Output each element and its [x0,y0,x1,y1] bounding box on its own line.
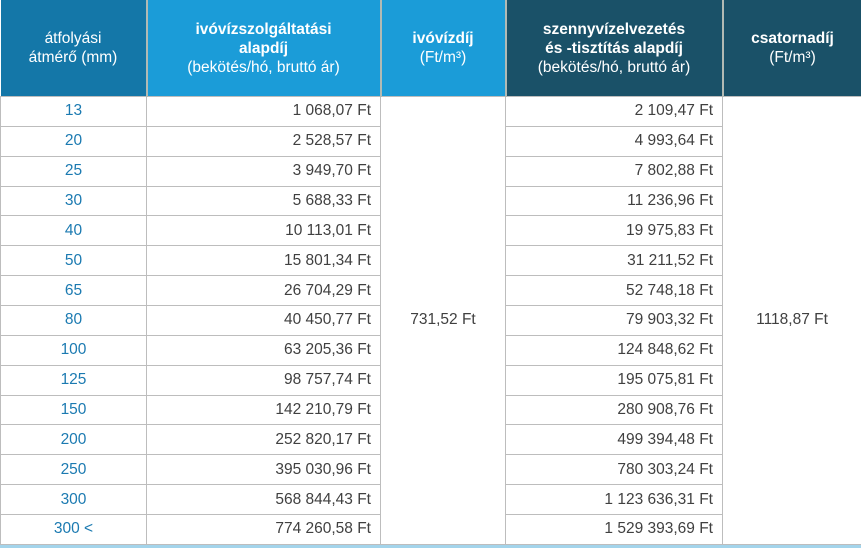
diameter-cell: 40 [1,216,147,246]
sewer-fee-cell: 780 303,24 Ft [506,455,723,485]
sewer-fee-cell: 11 236,96 Ft [506,186,723,216]
header-diameter-line1: átfolyási [5,29,142,48]
diameter-cell: 200 [1,425,147,455]
supply-fee-cell: 98 757,74 Ft [147,365,381,395]
header-supply-fee: ivóvízszolgáltatási alapdíj (bekötés/hó,… [147,0,381,97]
header-diameter-line2: átmérő (mm) [5,48,142,67]
sewer-fee-cell: 1 123 636,31 Ft [506,485,723,515]
header-water-price-unit: (Ft/m³) [386,48,501,67]
supply-fee-cell: 568 844,43 Ft [147,485,381,515]
diameter-cell: 30 [1,186,147,216]
sewer-fee-cell: 31 211,52 Ft [506,246,723,276]
diameter-cell: 125 [1,365,147,395]
header-water-price: ivóvízdíj (Ft/m³) [381,0,506,97]
sewer-fee-cell: 7 802,88 Ft [506,156,723,186]
tariff-table-body: 13 1 068,07 Ft 731,52 Ft 2 109,47 Ft 111… [1,97,861,545]
header-sewer-fee-title1: szennyvízelvezetés [511,20,718,39]
supply-fee-cell: 774 260,58 Ft [147,515,381,545]
diameter-cell: 20 [1,126,147,156]
supply-fee-cell: 10 113,01 Ft [147,216,381,246]
supply-fee-cell: 1 068,07 Ft [147,97,381,127]
supply-fee-cell: 40 450,77 Ft [147,306,381,336]
sewer-fee-cell: 124 848,62 Ft [506,335,723,365]
header-canal-price-unit: (Ft/m³) [728,48,858,67]
supply-fee-cell: 26 704,29 Ft [147,276,381,306]
supply-fee-cell: 252 820,17 Ft [147,425,381,455]
supply-fee-cell: 3 949,70 Ft [147,156,381,186]
sewer-fee-cell: 499 394,48 Ft [506,425,723,455]
header-supply-fee-subtitle: (bekötés/hó, bruttó ár) [152,58,376,77]
sewer-fee-cell: 2 109,47 Ft [506,97,723,127]
table-row: 13 1 068,07 Ft 731,52 Ft 2 109,47 Ft 111… [1,97,861,127]
diameter-cell: 250 [1,455,147,485]
diameter-cell: 13 [1,97,147,127]
supply-fee-cell: 63 205,36 Ft [147,335,381,365]
diameter-cell: 80 [1,306,147,336]
sewer-fee-cell: 4 993,64 Ft [506,126,723,156]
sewer-fee-cell: 1 529 393,69 Ft [506,515,723,545]
supply-fee-cell: 15 801,34 Ft [147,246,381,276]
sewer-fee-cell: 195 075,81 Ft [506,365,723,395]
tariff-table-header: átfolyási átmérő (mm) ivóvízszolgáltatás… [1,0,861,97]
water-price-merged-cell: 731,52 Ft [381,97,506,545]
diameter-cell: 300 [1,485,147,515]
diameter-cell: 300 < [1,515,147,545]
header-sewer-fee-subtitle: (bekötés/hó, bruttó ár) [511,58,718,77]
diameter-cell: 100 [1,335,147,365]
header-canal-price: csatornadíj (Ft/m³) [723,0,861,97]
supply-fee-cell: 142 210,79 Ft [147,395,381,425]
header-water-price-title: ivóvízdíj [386,29,501,48]
header-canal-price-title: csatornadíj [728,29,858,48]
header-sewer-fee: szennyvízelvezetés és -tisztítás alapdíj… [506,0,723,97]
diameter-cell: 50 [1,246,147,276]
sewer-fee-cell: 19 975,83 Ft [506,216,723,246]
diameter-cell: 65 [1,276,147,306]
diameter-cell: 25 [1,156,147,186]
supply-fee-cell: 5 688,33 Ft [147,186,381,216]
header-sewer-fee-title2: és -tisztítás alapdíj [511,39,718,58]
diameter-cell: 150 [1,395,147,425]
supply-fee-cell: 395 030,96 Ft [147,455,381,485]
header-diameter: átfolyási átmérő (mm) [1,0,147,97]
supply-fee-cell: 2 528,57 Ft [147,126,381,156]
canal-price-merged-cell: 1118,87 Ft [723,97,861,545]
header-supply-fee-title2: alapdíj [152,39,376,58]
sewer-fee-cell: 79 903,32 Ft [506,306,723,336]
sewer-fee-cell: 52 748,18 Ft [506,276,723,306]
header-supply-fee-title1: ivóvízszolgáltatási [152,20,376,39]
sewer-fee-cell: 280 908,76 Ft [506,395,723,425]
